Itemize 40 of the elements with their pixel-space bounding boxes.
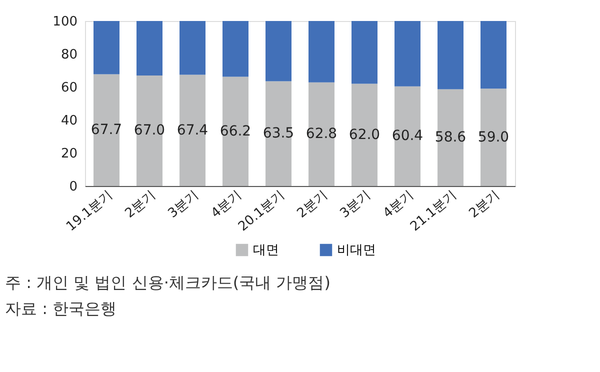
bar <box>266 81 292 186</box>
y-tick-label: 0 <box>69 180 78 194</box>
bar <box>308 82 334 186</box>
data-label: 59.0 <box>478 129 510 146</box>
text: 주 : 개인 및 법인 신용·체크카드(국내 가맹점) <box>5 273 330 292</box>
y-tick-label: 40 <box>60 114 78 128</box>
bar <box>352 21 378 84</box>
data-label: 66.2 <box>220 123 252 140</box>
legend-label: 대면 <box>253 243 279 258</box>
data-label: 67.7 <box>90 122 122 138</box>
bar <box>180 21 206 75</box>
data-label: 62.0 <box>348 126 380 143</box>
bar <box>438 21 464 90</box>
bar <box>308 21 334 82</box>
bar <box>136 21 162 76</box>
bar <box>136 75 162 186</box>
data-label: 60.4 <box>392 128 424 144</box>
data-label: 67.0 <box>134 122 166 139</box>
text: 자료 : 한국은행 <box>5 299 117 318</box>
data-label: 63.5 <box>262 126 294 142</box>
bar <box>394 21 420 86</box>
data-label: 62.8 <box>306 126 338 142</box>
bar <box>266 21 292 82</box>
bar <box>94 21 120 74</box>
bar <box>180 74 206 186</box>
bar <box>94 74 120 186</box>
bar <box>222 76 248 186</box>
y-tick-label: 100 <box>52 14 78 30</box>
bar <box>394 86 420 186</box>
data-label: 67.4 <box>176 122 208 138</box>
bar <box>480 21 506 89</box>
y-tick-label: 60 <box>60 80 78 96</box>
bar <box>352 84 378 186</box>
y-tick-label: 20 <box>60 146 78 162</box>
y-tick-label: 80 <box>60 48 78 62</box>
bar <box>222 21 248 77</box>
bar <box>480 88 506 186</box>
legend-label: 비대면 <box>337 243 376 258</box>
bar <box>438 89 464 186</box>
data-label: 58.6 <box>434 130 466 146</box>
